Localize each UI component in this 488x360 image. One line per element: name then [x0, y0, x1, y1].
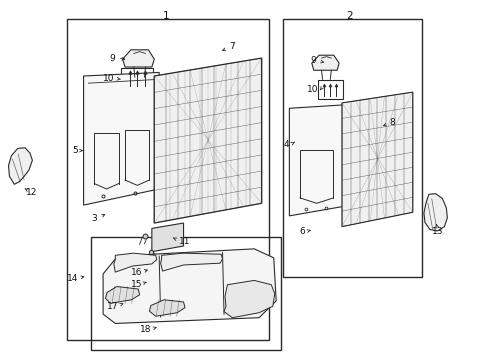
Bar — [91, 237, 281, 350]
Text: 9: 9 — [310, 57, 316, 66]
Polygon shape — [103, 249, 276, 323]
Text: 8: 8 — [389, 118, 395, 127]
Text: 2: 2 — [346, 11, 352, 21]
Polygon shape — [105, 287, 140, 303]
Polygon shape — [114, 253, 157, 272]
Bar — [282, 19, 421, 277]
Polygon shape — [8, 148, 32, 184]
Text: 1: 1 — [163, 11, 169, 21]
Text: 11: 11 — [179, 237, 190, 246]
Text: 9: 9 — [109, 54, 115, 63]
Polygon shape — [311, 55, 338, 70]
Bar — [121, 68, 153, 89]
Text: 14: 14 — [67, 274, 79, 283]
Text: 15: 15 — [130, 280, 142, 289]
Text: 12: 12 — [26, 188, 38, 197]
Text: 18: 18 — [140, 325, 151, 334]
Text: 16: 16 — [130, 268, 142, 277]
Text: 17: 17 — [107, 302, 119, 311]
Polygon shape — [152, 223, 183, 252]
Text: 10: 10 — [103, 75, 115, 84]
Polygon shape — [423, 194, 447, 231]
Bar — [317, 80, 342, 99]
Polygon shape — [149, 300, 184, 316]
Polygon shape — [289, 105, 346, 216]
Polygon shape — [122, 50, 154, 67]
Text: 10: 10 — [306, 85, 318, 94]
Polygon shape — [83, 72, 159, 205]
Text: 5: 5 — [72, 146, 78, 155]
Text: 13: 13 — [431, 228, 443, 237]
Polygon shape — [154, 58, 261, 223]
Text: 6: 6 — [299, 228, 305, 237]
Text: 3: 3 — [91, 214, 97, 223]
Text: 4: 4 — [283, 140, 289, 149]
Polygon shape — [341, 92, 412, 226]
Text: 7: 7 — [229, 42, 235, 51]
Polygon shape — [224, 280, 274, 318]
Bar — [66, 19, 268, 339]
Polygon shape — [160, 253, 222, 271]
